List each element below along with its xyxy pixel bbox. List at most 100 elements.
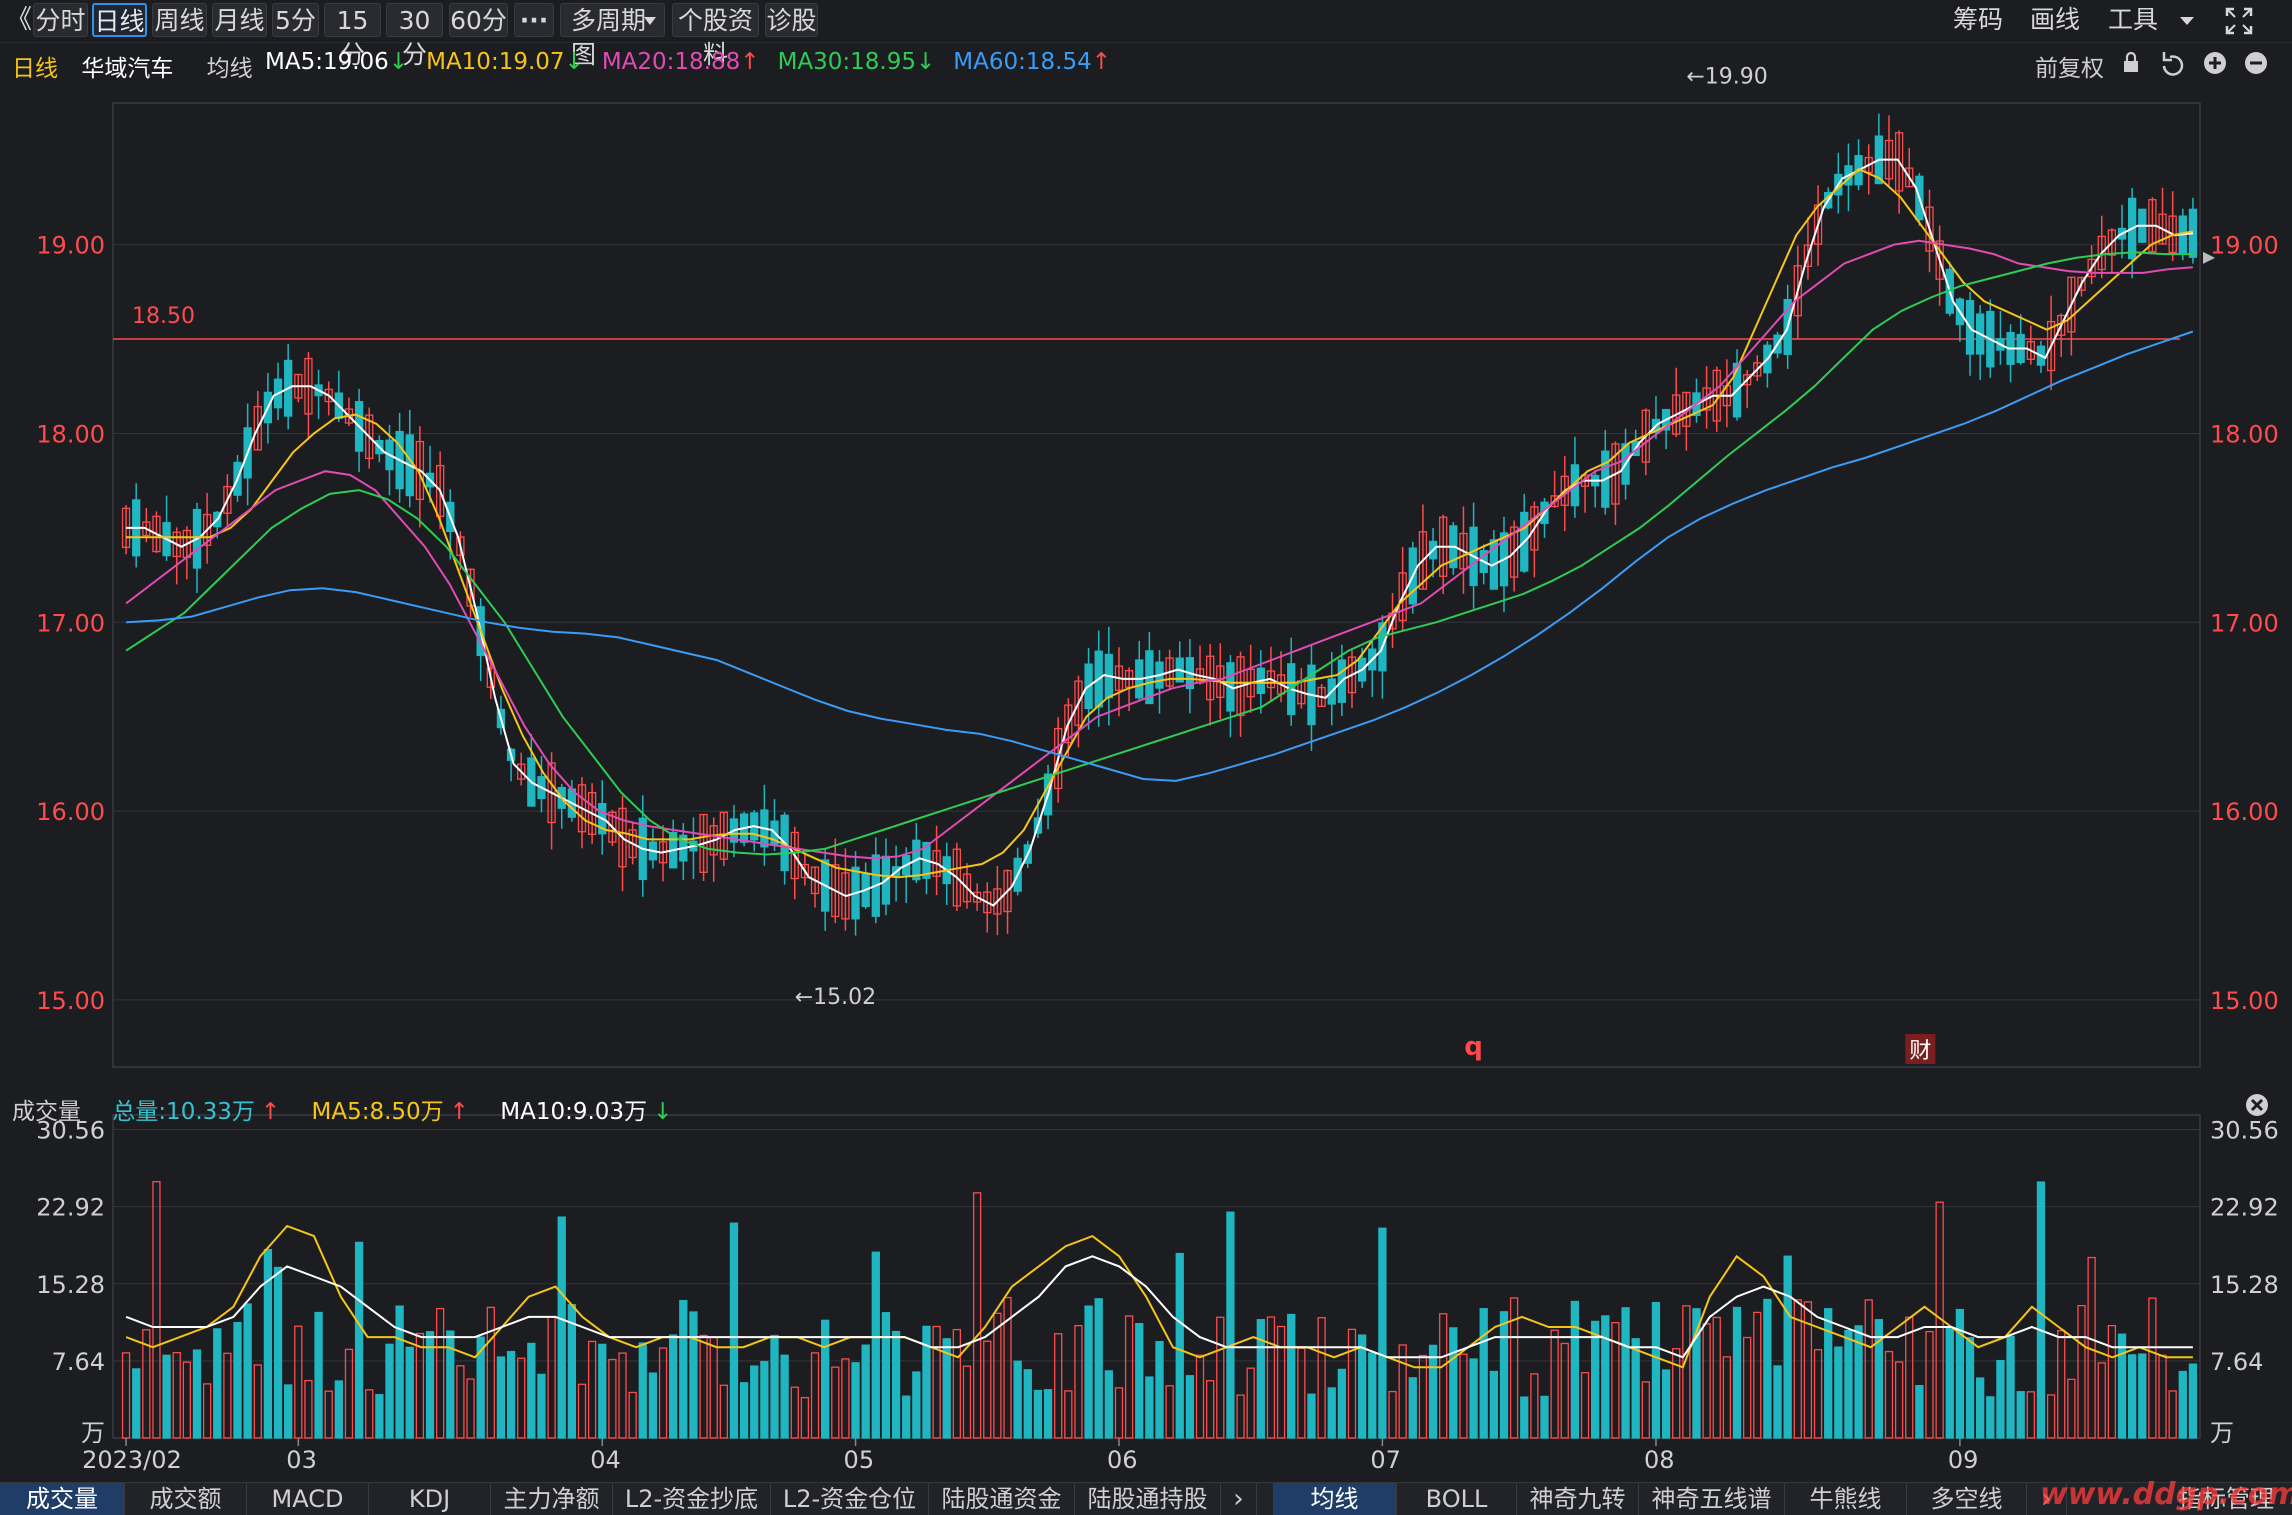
indicator-manage-button[interactable]: 指标管理: [2178, 1485, 2274, 1513]
candle-body: [800, 863, 810, 879]
price-tick-left: 18.00: [36, 420, 105, 448]
tab-fenshi[interactable]: 分时: [33, 3, 88, 37]
volume-bar: [1398, 1344, 1407, 1439]
volume-bar: [831, 1366, 840, 1439]
x-month-label: 05: [844, 1446, 875, 1474]
tab-l2-position[interactable]: L2-资金仓位: [771, 1483, 929, 1515]
scroll-right-icon[interactable]: ›: [2027, 1483, 2067, 1515]
volume-bar: [415, 1332, 425, 1439]
ma-group-label[interactable]: 均线: [206, 56, 253, 82]
volume-bar: [456, 1365, 465, 1439]
tab-bull-bear[interactable]: 牛熊线: [1785, 1483, 1907, 1515]
volume-bar: [1104, 1370, 1113, 1439]
candle-body: [456, 536, 465, 557]
volume-tick-left: 万: [81, 1419, 105, 1447]
volume-bar: [932, 1325, 941, 1439]
volume-bar: [2036, 1181, 2046, 1439]
tab-hk-holding[interactable]: 陆股通持股: [1075, 1483, 1221, 1515]
volume-bar: [517, 1357, 526, 1439]
tab-boll[interactable]: BOLL: [1397, 1483, 1517, 1515]
volume-bar: [577, 1383, 587, 1439]
volume-bar: [344, 1348, 354, 1439]
extreme-price-annotation: ←15.02: [795, 985, 876, 1010]
close-volume-icon[interactable]: [2244, 1092, 2270, 1118]
candle-body: [962, 873, 972, 903]
volume-bar: [1307, 1393, 1316, 1439]
tools-button[interactable]: 工具: [2108, 5, 2159, 34]
tab-daily[interactable]: 日线: [92, 3, 147, 37]
volume-bar: [1996, 1359, 2005, 1439]
more-button[interactable]: ···: [514, 3, 554, 37]
candle-body: [699, 813, 708, 873]
series-line-volma10: [125, 1255, 2193, 1359]
candle-body: [1803, 244, 1813, 268]
tab-macd[interactable]: MACD: [247, 1483, 369, 1515]
stock-profile-button[interactable]: 个股资料: [672, 3, 759, 69]
volume-bar: [1925, 1330, 1934, 1439]
draw-button[interactable]: 画线: [2030, 5, 2081, 34]
lock-icon[interactable]: [2124, 51, 2138, 72]
chips-button[interactable]: 筹码: [1953, 5, 2004, 34]
volume-bar: [739, 1382, 749, 1439]
down-arrow-icon: ↓: [564, 49, 584, 75]
tab-volume[interactable]: 成交量: [0, 1483, 125, 1515]
tab-turnover[interactable]: 成交额: [125, 1483, 247, 1515]
price-tick-right: 17.00: [2210, 609, 2279, 637]
volume-bar: [800, 1396, 810, 1439]
volume-bar: [405, 1346, 414, 1439]
volume-bar: [294, 1325, 303, 1439]
stock-name: 华域汽车: [81, 56, 174, 82]
volume-bar: [750, 1365, 759, 1439]
chart-controls: [2124, 51, 2267, 76]
zoom-in-icon[interactable]: [2204, 52, 2226, 74]
tab-main-net[interactable]: 主力净额: [491, 1483, 613, 1515]
candle-body: [2107, 229, 2117, 256]
ma-values: MA5:19.06↓ MA10:19.07↓ MA20:18.88↑ MA30:18.…: [265, 49, 1129, 75]
zoom-out-icon[interactable]: [2245, 52, 2267, 74]
fullscreen-icon[interactable]: [2224, 6, 2254, 36]
watermark: www.ddgp.com: [2040, 1477, 2292, 1512]
diagnose-button[interactable]: 诊股: [765, 3, 818, 37]
volume-bar: [1327, 1387, 1336, 1439]
candle-body: [486, 667, 495, 688]
tab-5min[interactable]: 5分: [272, 3, 319, 37]
volume-bar: [1033, 1389, 1043, 1439]
scroll-right-icon[interactable]: ›: [1221, 1483, 1257, 1515]
period-label: 日线: [12, 56, 58, 82]
candle-body: [1459, 532, 1468, 570]
volume-bar: [1368, 1352, 1377, 1439]
tab-kdj[interactable]: KDJ: [369, 1483, 491, 1515]
candle-body: [1165, 657, 1174, 687]
tab-hk-flow[interactable]: 陆股通资金: [929, 1483, 1075, 1515]
ma-value-0: MA5:19.06: [265, 49, 389, 75]
volume-bar: [2158, 1354, 2167, 1439]
tab-long-short[interactable]: 多空线: [1907, 1483, 2027, 1515]
volume-bar: [1540, 1395, 1549, 1439]
volume-bar: [2168, 1390, 2177, 1439]
volume-bar: [1236, 1394, 1245, 1439]
series-line-ma20: [125, 239, 2193, 860]
candle-body: [2046, 320, 2056, 372]
volume-bar: [709, 1336, 718, 1439]
tab-15min[interactable]: 15分: [324, 3, 381, 69]
back-button[interactable]: 《: [6, 5, 33, 35]
volume-tick-left: 30.56: [36, 1117, 105, 1145]
multi-period-dropdown[interactable]: 多周期图: [560, 3, 665, 69]
undo-icon[interactable]: [2162, 52, 2184, 76]
tab-l2-bottom[interactable]: L2-资金抄底: [613, 1483, 771, 1515]
adjust-mode[interactable]: 前复权: [2035, 56, 2104, 82]
tab-magic-nine[interactable]: 神奇九转: [1517, 1483, 1639, 1515]
candle-body: [1347, 656, 1357, 694]
price-tick-right: 15.00: [2210, 987, 2279, 1015]
tab-monthly[interactable]: 月线: [212, 3, 267, 37]
volume-bar: [1266, 1316, 1276, 1439]
extreme-price-annotation: ←19.90: [1686, 65, 1767, 90]
volume-bar: [1378, 1227, 1387, 1439]
tab-magic-five[interactable]: 神奇五线谱: [1639, 1483, 1785, 1515]
tab-ma[interactable]: 均线: [1273, 1483, 1397, 1515]
tab-60min[interactable]: 60分: [449, 3, 508, 37]
volume-bar: [1813, 1349, 1823, 1439]
tab-weekly[interactable]: 周线: [152, 3, 207, 37]
tab-30min[interactable]: 30分: [386, 3, 443, 69]
